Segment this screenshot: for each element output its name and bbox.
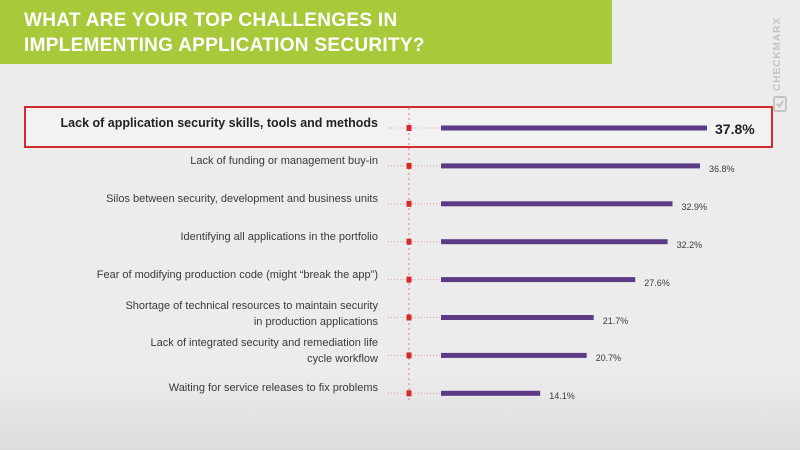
row-marker bbox=[406, 352, 412, 359]
chart-title: WHAT ARE YOUR TOP CHALLENGES IN IMPLEMEN… bbox=[24, 8, 604, 58]
row-marker bbox=[406, 390, 412, 397]
category-label: Shortage of technical resources to maint… bbox=[18, 298, 378, 330]
bar bbox=[441, 163, 700, 169]
category-label: Fear of modifying production code (might… bbox=[18, 267, 378, 283]
row-marker bbox=[406, 125, 412, 131]
category-label-line: Silos between security, development and … bbox=[106, 192, 378, 205]
category-label-line: Fear of modifying production code (might… bbox=[96, 268, 378, 281]
bar bbox=[441, 201, 673, 207]
value-label: 20.7% bbox=[595, 353, 622, 364]
checkmarx-logo: CHECKMARX bbox=[770, 17, 790, 116]
category-label: Identifying all applications in the port… bbox=[18, 229, 378, 245]
category-label: Waiting for service releases to fix prob… bbox=[18, 380, 378, 396]
bar bbox=[441, 390, 541, 396]
row-marker bbox=[406, 238, 412, 245]
title-line-1: WHAT ARE YOUR TOP CHALLENGES IN bbox=[24, 10, 398, 31]
category-label-line: cycle workflow bbox=[307, 353, 378, 366]
category-label-line: Lack of application security skills, too… bbox=[60, 116, 378, 130]
category-label-line: Identifying all applications in the port… bbox=[180, 230, 378, 243]
row-marker bbox=[406, 200, 412, 207]
category-label-line: Shortage of technical resources to maint… bbox=[125, 299, 378, 312]
title-line-2: IMPLEMENTING APPLICATION SECURITY? bbox=[24, 35, 425, 56]
bar bbox=[441, 239, 668, 245]
value-label: 27.6% bbox=[644, 277, 670, 288]
category-label-line: in production applications bbox=[253, 315, 378, 328]
bar bbox=[441, 315, 594, 320]
row-marker bbox=[406, 162, 412, 169]
background-gradient bbox=[0, 372, 800, 450]
category-label: Lack of funding or management buy-in bbox=[18, 153, 378, 169]
value-label: 14.1% bbox=[549, 391, 575, 402]
category-label: Lack of integrated security and remediat… bbox=[18, 335, 378, 367]
value-label: 37.8% bbox=[715, 121, 755, 137]
highlight-box bbox=[24, 106, 773, 148]
value-label: 36.8% bbox=[708, 163, 735, 174]
value-label: 32.9% bbox=[681, 201, 708, 212]
category-label: Lack of application security skills, too… bbox=[18, 115, 378, 131]
category-label-line: Lack of integrated security and remediat… bbox=[150, 337, 378, 350]
category-label-line: Waiting for service releases to fix prob… bbox=[168, 382, 378, 395]
row-marker bbox=[406, 276, 412, 283]
header-band: WHAT ARE YOUR TOP CHALLENGES IN IMPLEMEN… bbox=[0, 0, 612, 64]
row-marker bbox=[406, 314, 412, 321]
category-label: Silos between security, development and … bbox=[18, 191, 378, 207]
bar bbox=[441, 125, 707, 131]
bar bbox=[441, 277, 636, 283]
checkmark-logo-icon bbox=[773, 96, 787, 112]
value-label: 21.7% bbox=[602, 315, 629, 326]
value-label: 32.2% bbox=[676, 239, 703, 250]
category-label-line: Lack of funding or management buy-in bbox=[190, 154, 378, 167]
bar bbox=[441, 352, 587, 358]
